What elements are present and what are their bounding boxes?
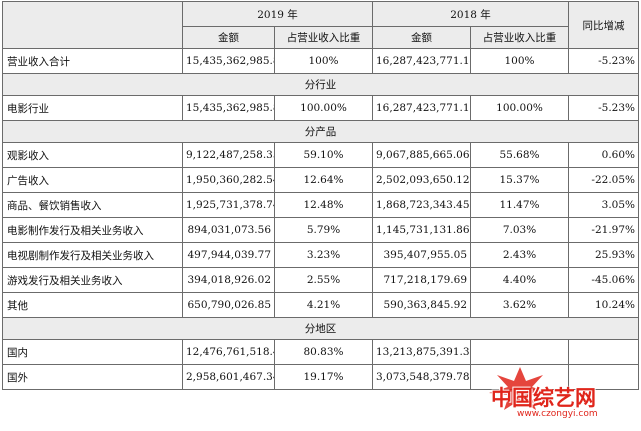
cell-ratio-2018: 3.62% <box>470 292 569 318</box>
table-row: 电影行业15,435,362,985.83100.00%16,287,423,7… <box>2 95 639 121</box>
table-row: 游戏发行及相关业务收入 394,018,926.02 2.55% 717,218,17… <box>2 267 639 293</box>
cell-yoy <box>568 339 639 365</box>
cell-amount-2018: 9,067,885,665.06 <box>372 142 471 168</box>
row-label: 游戏发行及相关业务收入 <box>2 267 183 293</box>
cell-yoy: -22.05% <box>568 167 639 193</box>
cell-ratio-2019: 12.48% <box>274 192 373 218</box>
header-ratio-2018: 占营业收入比重 <box>470 26 569 49</box>
cell-yoy <box>568 364 639 390</box>
cell-amount-2019: 15,435,362,985.83 <box>182 48 275 74</box>
cell-ratio-2018: 100.00% <box>470 95 569 121</box>
cell-amount-2018: 717,218,179.69 <box>372 267 471 293</box>
row-label: 电影制作发行及相关业务收入 <box>2 217 183 243</box>
table-row: 商品、餐饮销售收入 1,925,731,378.74 12.48% 1,868,723… <box>2 192 639 218</box>
cell-amount-2019: 12,476,761,518.49 <box>182 339 275 365</box>
cell-ratio-2019: 3.23% <box>274 242 373 268</box>
watermark-text: 中国综艺网 <box>491 386 596 410</box>
cell-ratio-2019: 5.79% <box>274 217 373 243</box>
cell-amount-2019: 1,925,731,378.74 <box>182 192 275 218</box>
section-title: 分行业 <box>2 73 639 96</box>
table-row: 广告收入 1,950,360,282.54 12.64% 2,502,093,650.… <box>2 167 639 193</box>
row-label: 电影行业 <box>2 95 183 121</box>
cell-amount-2018: 1,868,723,343.45 <box>372 192 471 218</box>
section-title: 分地区 <box>2 317 639 340</box>
cell-ratio-2019: 80.83% <box>274 339 373 365</box>
total-row: 营业收入合计 15,435,362,985.83 100% 16,287,423… <box>2 48 639 74</box>
cell-amount-2018: 590,363,845.92 <box>372 292 471 318</box>
cell-ratio-2018: 100% <box>470 48 569 74</box>
cell-amount-2018: 3,073,548,379.78 <box>372 364 471 390</box>
header-ratio-2019: 占营业收入比重 <box>274 26 373 49</box>
watermark-url: www.czongyi.com <box>517 409 598 419</box>
header-blank <box>2 1 183 49</box>
cell-ratio-2018: 2.43% <box>470 242 569 268</box>
cell-amount-2019: 497,944,039.77 <box>182 242 275 268</box>
table-row: 电影制作发行及相关业务收入 894,031,073.56 5.79% 1,145,73… <box>2 217 639 243</box>
section-product: 分产品 <box>2 120 639 143</box>
row-label: 广告收入 <box>2 167 183 193</box>
cell-amount-2019: 650,790,026.85 <box>182 292 275 318</box>
header-amount-2019: 金额 <box>182 26 275 49</box>
table-row: 国内12,476,761,518.4980.83%13,213,875,391.… <box>2 339 639 365</box>
table-row: 其他 650,790,026.85 4.21% 590,363,845.92 3.62%… <box>2 292 639 318</box>
cell-yoy: 10.24% <box>568 292 639 318</box>
header-2018: 2018 年 <box>372 1 569 27</box>
header-row-years: 2019 年 2018 年 同比增减 <box>2 1 639 49</box>
row-label: 国内 <box>2 339 183 365</box>
cell-ratio-2019: 2.55% <box>274 267 373 293</box>
row-label: 营业收入合计 <box>2 48 183 74</box>
cell-ratio-2019: 59.10% <box>274 142 373 168</box>
row-label: 观影收入 <box>2 142 183 168</box>
cell-amount-2018: 16,287,423,771.15 <box>372 95 471 121</box>
table-row: 电视剧制作发行及相关业务收入 497,944,039.77 3.23% 395,407… <box>2 242 639 268</box>
header-amount-2018: 金额 <box>372 26 471 49</box>
cell-yoy: -5.23% <box>568 48 639 74</box>
cell-yoy: -21.97% <box>568 217 639 243</box>
cell-ratio-2019: 12.64% <box>274 167 373 193</box>
header-row-metrics: 金额 占营业收入比重 金额 占营业收入比重 <box>3 26 639 49</box>
table-row: 国外 2,958,601,467.34 19.17% 3,073,548,379.78 <box>2 364 639 390</box>
cell-ratio-2018: 7.03% <box>470 217 569 243</box>
section-industry: 分行业 <box>2 73 639 96</box>
cell-ratio-2018: 4.40% <box>470 267 569 293</box>
cell-amount-2019: 2,958,601,467.34 <box>182 364 275 390</box>
row-label: 国外 <box>2 364 183 390</box>
section-region: 分地区 <box>2 317 639 340</box>
cell-yoy: -45.06% <box>568 267 639 293</box>
header-yoy: 同比增减 <box>568 1 639 49</box>
cell-ratio-2018: 55.68% <box>470 142 569 168</box>
cell-ratio-2018: 15.37% <box>470 167 569 193</box>
cell-amount-2018: 16,287,423,771.15 <box>372 48 471 74</box>
cell-ratio-2019: 4.21% <box>274 292 373 318</box>
watermark-logo: 中国综艺网 www.czongyi.com <box>487 366 637 428</box>
cell-amount-2019: 1,950,360,282.54 <box>182 167 275 193</box>
cell-amount-2018: 395,407,955.05 <box>372 242 471 268</box>
cell-ratio-2019: 19.17% <box>274 364 373 390</box>
table-row: 观影收入 9,122,487,258.35 59.10% 9,067,885,665.… <box>2 142 639 168</box>
cell-amount-2019: 9,122,487,258.35 <box>182 142 275 168</box>
cell-amount-2019: 894,031,073.56 <box>182 217 275 243</box>
cell-yoy: 0.60% <box>568 142 639 168</box>
cell-amount-2018: 13,213,875,391.37 <box>372 339 471 365</box>
row-label: 电视剧制作发行及相关业务收入 <box>2 242 183 268</box>
cell-amount-2018: 2,502,093,650.12 <box>372 167 471 193</box>
star-icon <box>489 367 551 410</box>
cell-ratio-2018 <box>470 339 569 365</box>
cell-yoy: -5.23% <box>568 95 639 121</box>
cell-yoy: 3.05% <box>568 192 639 218</box>
cell-amount-2019: 394,018,926.02 <box>182 267 275 293</box>
row-label: 其他 <box>2 292 183 318</box>
row-label: 商品、餐饮销售收入 <box>2 192 183 218</box>
cell-ratio-2019: 100% <box>274 48 373 74</box>
cell-ratio-2019: 100.00% <box>274 95 373 121</box>
revenue-table: 2019 年 2018 年 同比增减 金额 占营业收入比重 金额 占营业收入比重… <box>2 1 639 390</box>
section-title: 分产品 <box>2 120 639 143</box>
cell-amount-2019: 15,435,362,985.83 <box>182 95 275 121</box>
cell-yoy: 25.93% <box>568 242 639 268</box>
header-2019: 2019 年 <box>182 1 373 27</box>
cell-amount-2018: 1,145,731,131.86 <box>372 217 471 243</box>
cell-ratio-2018: 11.47% <box>470 192 569 218</box>
